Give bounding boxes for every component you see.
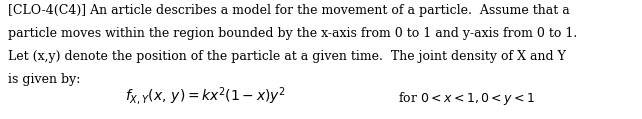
Text: $f_{X,Y}(x,\,y) = kx^2(1-x)y^2$: $f_{X,Y}(x,\,y) = kx^2(1-x)y^2$ — [125, 85, 286, 107]
Text: particle moves within the region bounded by the x-axis from 0 to 1 and y-axis fr: particle moves within the region bounded… — [8, 27, 577, 40]
Text: for $0 < x < 1, 0 < y < 1$: for $0 < x < 1, 0 < y < 1$ — [398, 90, 535, 107]
Text: [CLO-4(C4)] An article describes a model for the movement of a particle.  Assume: [CLO-4(C4)] An article describes a model… — [8, 4, 569, 17]
Text: is given by:: is given by: — [8, 73, 80, 86]
Text: Let (x,y) denote the position of the particle at a given time.  The joint densit: Let (x,y) denote the position of the par… — [8, 50, 566, 63]
